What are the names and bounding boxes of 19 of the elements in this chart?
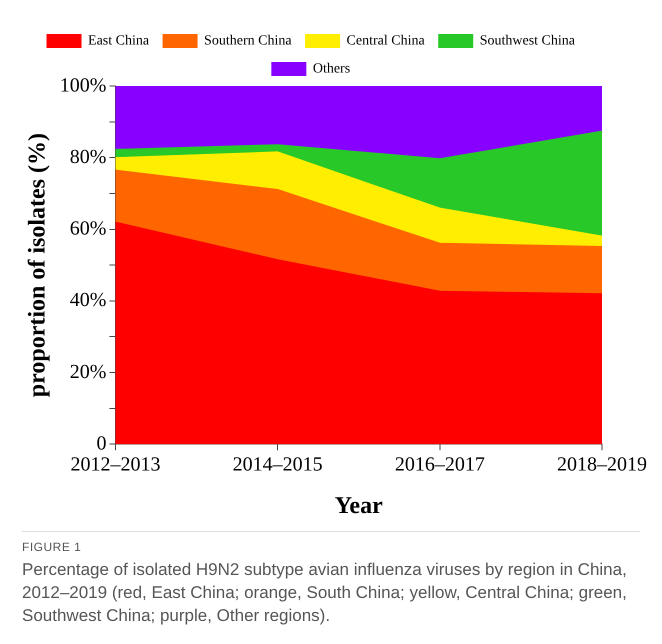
x-tick-label: 2014–2015 [232,453,323,476]
x-tick-label: 2012–2013 [70,453,160,476]
legend-label: Others [312,62,350,77]
x-tick-label: 2016–2017 [394,453,485,476]
x-tick-label: 2018–2019 [557,453,647,476]
legend-label: Southwest China [480,34,576,49]
text: Percentage of isolated H9N2 subtype avian influenza viruses by region in China, 2012–2019 (red, East China; orange, South China; yellow, Central China; green, Southwest China; purple, Other regions). [22,559,628,627]
caption: FIGURE 1 [22,531,640,554]
legend-label: East China [88,34,150,49]
x-axis-title: Year [334,492,384,519]
y-tick-label: 80% [70,146,106,168]
y-tick-label: 20% [70,360,106,383]
y-tick-label: 100% [60,74,106,96]
legend-label: Central China [346,34,426,49]
y-tick-label: 40% [70,289,106,312]
y-tick-label: 0 [96,432,106,454]
legend-label: Southern China [204,34,292,49]
y-tick-label: 60% [70,218,106,240]
y-axis-title: proportion of isolates (%) [24,132,51,398]
